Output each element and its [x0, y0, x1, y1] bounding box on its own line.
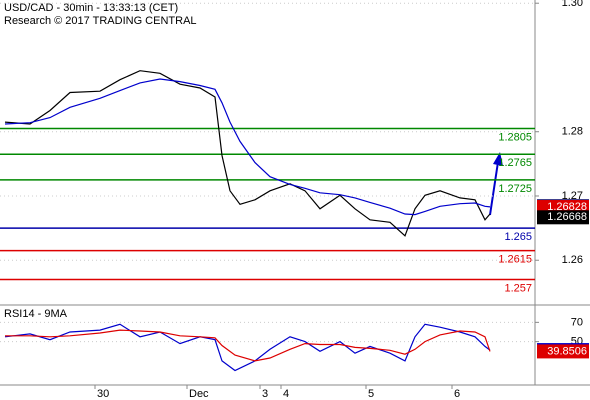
level-label: 1.2725	[498, 183, 532, 195]
y-tick-label: 1.27	[562, 190, 583, 202]
series-line	[4, 78, 491, 216]
price-tag-label: 39.8506	[547, 345, 587, 357]
level-label: 1.2805	[498, 131, 532, 143]
y-tick-label: 1.30	[562, 0, 583, 9]
level-label: 1.257	[504, 282, 532, 294]
x-tick-label: 3	[262, 388, 268, 400]
y-tick-label: 70	[571, 316, 583, 328]
level-label: 1.265	[504, 231, 532, 243]
series-line	[4, 70, 491, 237]
arrow	[489, 161, 499, 216]
level-label: 1.2765	[498, 157, 532, 169]
x-tick-label: 30	[97, 388, 109, 400]
arrow-head	[493, 152, 503, 166]
y-tick-label: 1.28	[562, 126, 583, 138]
chart-title: USD/CAD - 30min - 13:33:13 (CET)	[4, 2, 178, 14]
x-tick-label: 4	[283, 388, 289, 400]
series-line	[4, 323, 491, 372]
rsi-title: RSI14 - 9MA	[4, 308, 68, 320]
price-tag-label: 1.26668	[547, 211, 587, 223]
price-tag-label: 1.26828	[547, 201, 587, 213]
x-tick-label: 5	[368, 388, 374, 400]
x-tick-label: 6	[454, 388, 460, 400]
price-tag	[537, 210, 589, 225]
y-tick-label: 1.26	[562, 254, 583, 266]
price-tag	[537, 344, 589, 359]
x-tick-label: Dec	[189, 388, 209, 400]
level-label: 1.2615	[498, 254, 532, 266]
series-line	[5, 329, 491, 362]
chart-subtitle: Research © 2017 TRADING CENTRAL	[4, 15, 197, 27]
